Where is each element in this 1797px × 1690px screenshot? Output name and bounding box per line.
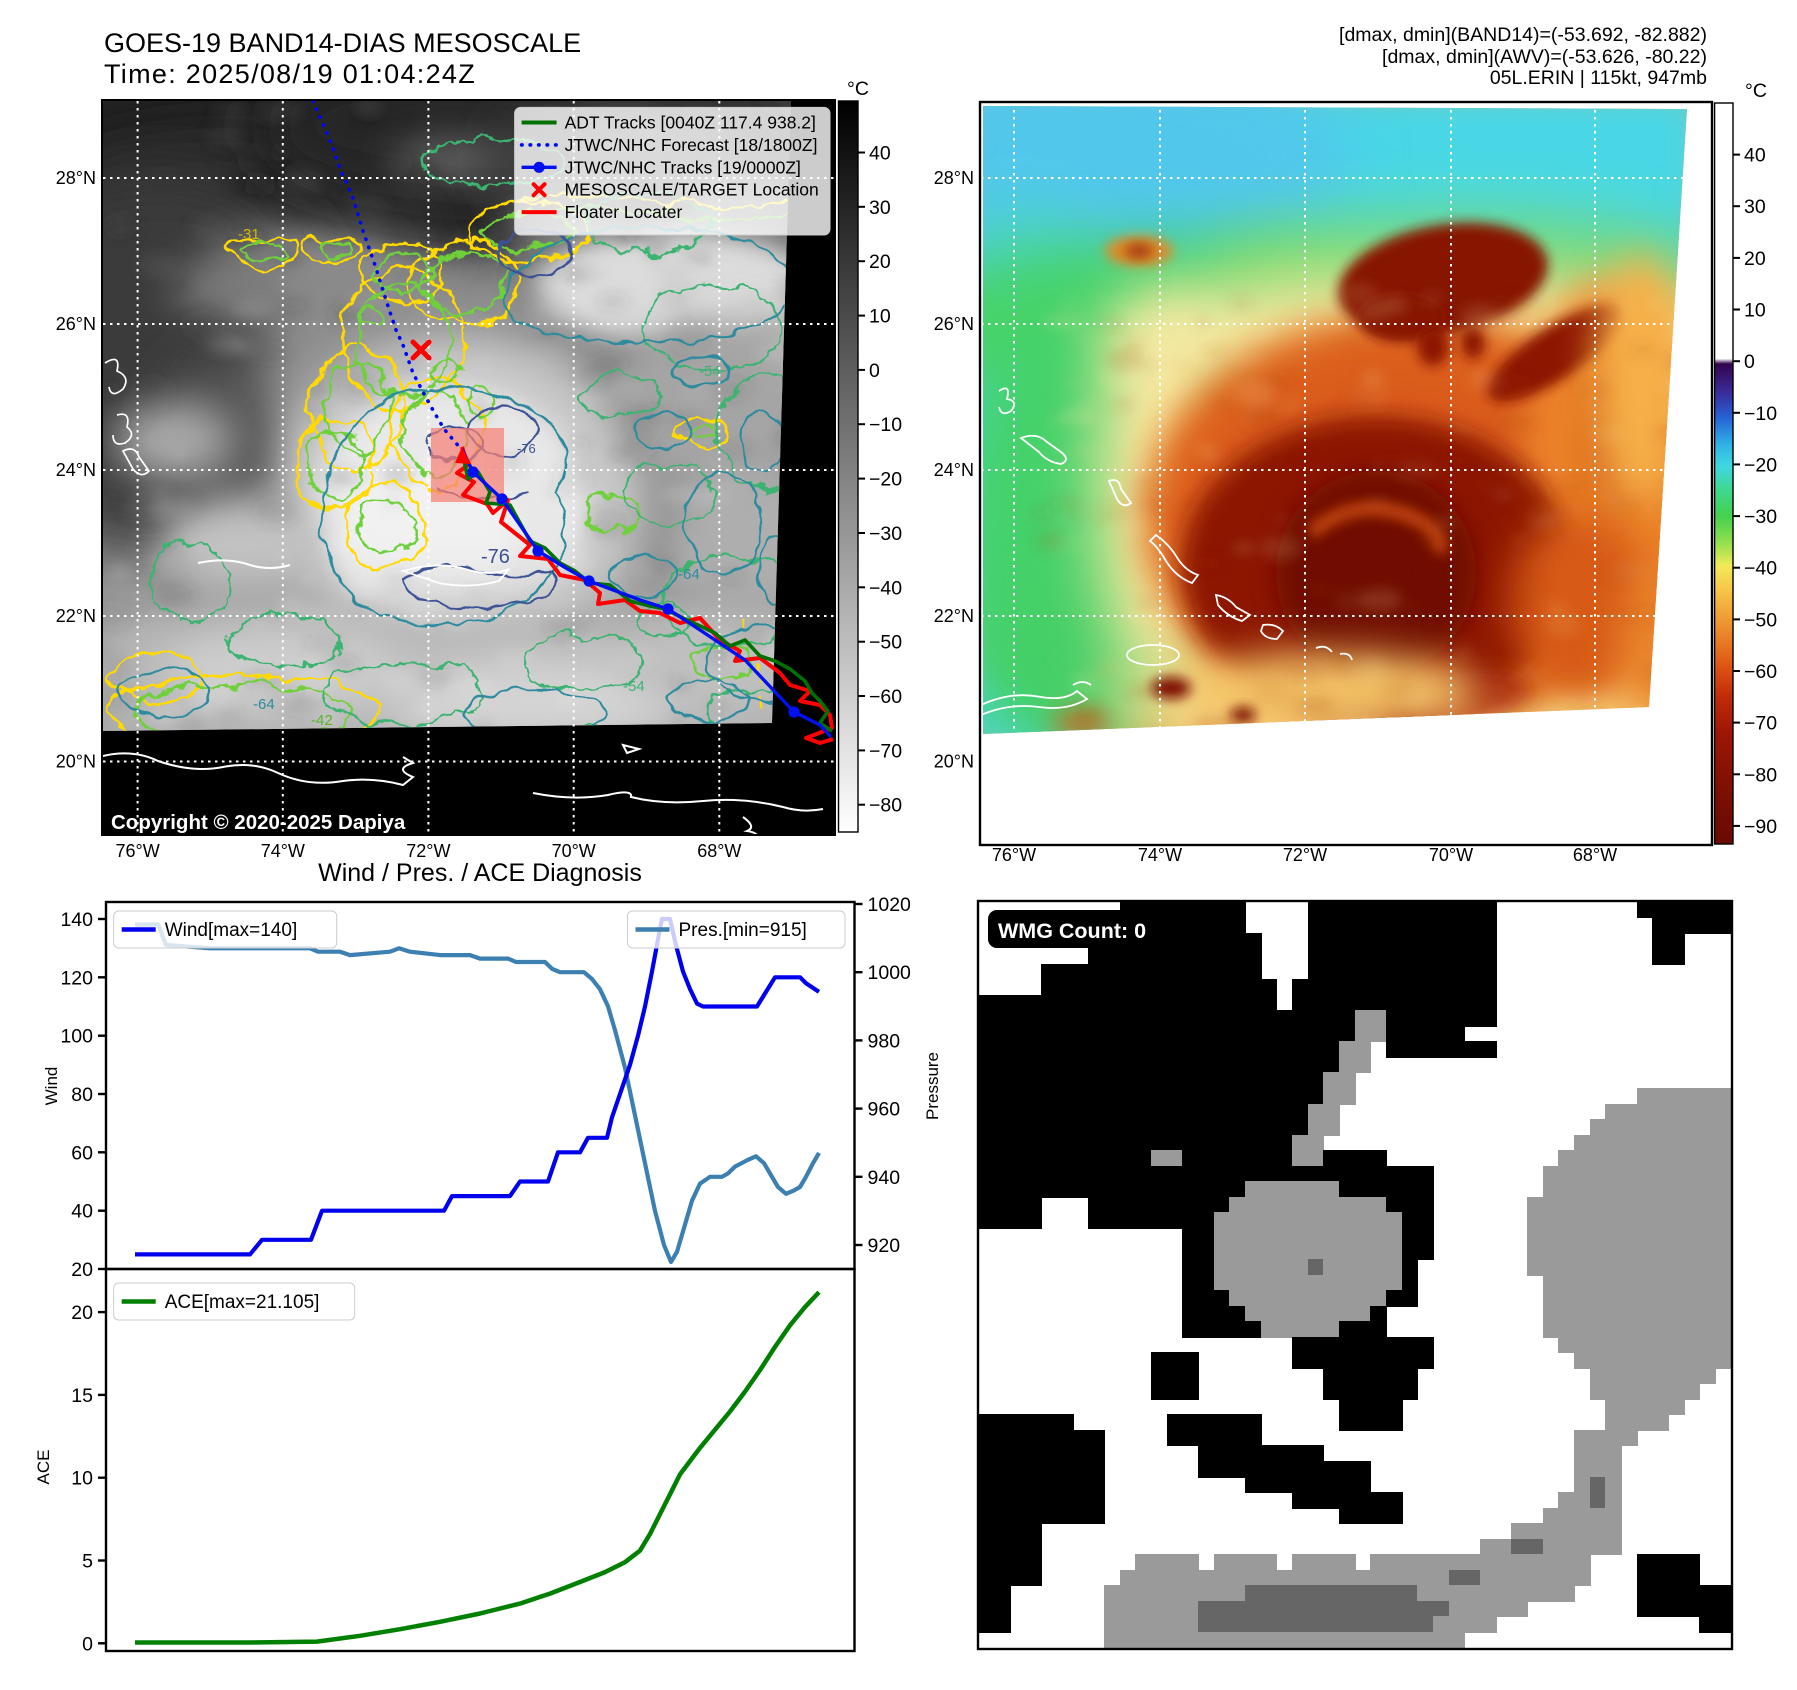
- svg-text:WMG Count: 0: WMG Count: 0: [998, 919, 1146, 943]
- svg-text:72°W: 72°W: [1283, 845, 1327, 865]
- svg-text:20°N: 20°N: [934, 752, 974, 772]
- svg-text:−90: −90: [1744, 816, 1777, 838]
- svg-text:26°N: 26°N: [934, 314, 974, 334]
- svg-text:24°N: 24°N: [934, 460, 974, 480]
- svg-text:28°N: 28°N: [56, 168, 96, 188]
- svg-text:30: 30: [1744, 196, 1766, 218]
- svg-text:10: 10: [71, 1468, 93, 1490]
- svg-text:Floater Locater: Floater Locater: [565, 202, 683, 222]
- svg-text:140: 140: [60, 909, 93, 931]
- svg-text:−80: −80: [869, 795, 902, 817]
- svg-text:−10: −10: [869, 414, 902, 436]
- svg-text:10: 10: [869, 306, 891, 328]
- svg-text:30: 30: [869, 197, 891, 219]
- svg-text:60: 60: [71, 1142, 93, 1164]
- svg-text:26°N: 26°N: [56, 314, 96, 334]
- svg-text:Copyright © 2020-2025 Dapiya: Copyright © 2020-2025 Dapiya: [111, 811, 406, 834]
- svg-text:15: 15: [71, 1385, 93, 1407]
- svg-text:40: 40: [71, 1201, 93, 1223]
- svg-text:28°N: 28°N: [934, 168, 974, 188]
- svg-text:JTWC/NHC Forecast [18/1800Z]: JTWC/NHC Forecast [18/1800Z]: [565, 135, 818, 155]
- svg-text:74°W: 74°W: [1138, 845, 1182, 865]
- svg-text:120: 120: [60, 967, 93, 989]
- svg-text:20: 20: [869, 251, 891, 273]
- svg-text:ACE[max=21.105]: ACE[max=21.105]: [165, 1292, 320, 1313]
- svg-text:5: 5: [82, 1551, 93, 1573]
- svg-text:20: 20: [71, 1259, 93, 1281]
- svg-text:960: 960: [868, 1099, 901, 1121]
- svg-text:22°N: 22°N: [934, 606, 974, 626]
- svg-text:24°N: 24°N: [56, 460, 96, 480]
- svg-text:MESOSCALE/TARGET Location: MESOSCALE/TARGET Location: [565, 180, 819, 200]
- svg-text:−80: −80: [1744, 764, 1777, 786]
- svg-text:°C: °C: [1745, 80, 1767, 102]
- svg-text:−60: −60: [1744, 661, 1777, 683]
- svg-text:Time: 2025/08/19 01:04:24Z: Time: 2025/08/19 01:04:24Z: [104, 59, 476, 89]
- svg-text:76°W: 76°W: [992, 845, 1036, 865]
- svg-text:−70: −70: [869, 740, 902, 762]
- svg-text:−60: −60: [869, 686, 902, 708]
- svg-text:°C: °C: [847, 78, 869, 100]
- svg-text:Pres.[min=915]: Pres.[min=915]: [679, 920, 807, 941]
- svg-text:-54: -54: [623, 678, 645, 695]
- svg-text:10: 10: [1744, 300, 1766, 322]
- svg-text:76°W: 76°W: [115, 841, 159, 861]
- svg-text:−10: −10: [1744, 403, 1777, 425]
- svg-text:940: 940: [868, 1167, 901, 1189]
- svg-text:0: 0: [82, 1633, 93, 1655]
- svg-text:980: 980: [868, 1030, 901, 1052]
- svg-text:-76: -76: [481, 546, 510, 568]
- svg-text:40: 40: [1744, 145, 1766, 167]
- svg-text:−30: −30: [869, 523, 902, 545]
- svg-text:0: 0: [1744, 351, 1755, 373]
- svg-text:Wind: Wind: [42, 1067, 61, 1106]
- svg-text:70°W: 70°W: [1429, 845, 1473, 865]
- svg-text:ADT Tracks [0040Z 117.4 938.2]: ADT Tracks [0040Z 117.4 938.2]: [565, 113, 816, 133]
- svg-text:−50: −50: [869, 632, 902, 654]
- svg-text:22°N: 22°N: [56, 606, 96, 626]
- svg-text:05L.ERIN | 115kt, 947mb: 05L.ERIN | 115kt, 947mb: [1490, 67, 1707, 89]
- svg-text:−40: −40: [1744, 558, 1777, 580]
- svg-text:−30: −30: [1744, 506, 1777, 528]
- svg-text:−50: −50: [1744, 609, 1777, 631]
- svg-text:-31: -31: [238, 226, 260, 243]
- svg-text:80: 80: [71, 1084, 93, 1106]
- svg-text:1000: 1000: [868, 962, 912, 984]
- svg-text:920: 920: [868, 1235, 901, 1257]
- svg-text:JTWC/NHC Tracks [19/0000Z]: JTWC/NHC Tracks [19/0000Z]: [565, 157, 801, 177]
- svg-text:-64: -64: [678, 566, 700, 583]
- svg-text:[dmax, dmin](AWV)=(-53.626, -8: [dmax, dmin](AWV)=(-53.626, -80.22): [1382, 46, 1707, 68]
- svg-text:[dmax, dmin](BAND14)=(-53.692,: [dmax, dmin](BAND14)=(-53.692, -82.882): [1339, 24, 1707, 46]
- svg-text:72°W: 72°W: [406, 841, 450, 861]
- svg-text:−40: −40: [869, 577, 902, 599]
- svg-text:Wind / Pres. / ACE Diagnosis: Wind / Pres. / ACE Diagnosis: [318, 859, 642, 887]
- svg-text:Wind[max=140]: Wind[max=140]: [165, 920, 298, 941]
- svg-text:-76: -76: [517, 441, 536, 456]
- svg-text:Pressure: Pressure: [923, 1052, 942, 1120]
- svg-text:70°W: 70°W: [552, 841, 596, 861]
- svg-text:ACE: ACE: [34, 1450, 53, 1485]
- svg-text:-54: -54: [699, 363, 721, 380]
- svg-text:−20: −20: [1744, 454, 1777, 476]
- svg-text:GOES-19 BAND14-DIAS MESOSCALE: GOES-19 BAND14-DIAS MESOSCALE: [104, 28, 581, 58]
- svg-text:68°W: 68°W: [697, 841, 741, 861]
- svg-text:-64: -64: [253, 696, 275, 713]
- svg-text:1020: 1020: [868, 894, 912, 916]
- svg-text:40: 40: [869, 143, 891, 165]
- svg-text:20°N: 20°N: [56, 752, 96, 772]
- svg-text:20: 20: [71, 1302, 93, 1324]
- svg-text:100: 100: [60, 1026, 93, 1048]
- svg-text:−20: −20: [869, 469, 902, 491]
- svg-text:68°W: 68°W: [1573, 845, 1617, 865]
- svg-text:74°W: 74°W: [261, 841, 305, 861]
- svg-text:-42: -42: [311, 712, 333, 729]
- svg-text:0: 0: [869, 360, 880, 382]
- svg-text:−70: −70: [1744, 713, 1777, 735]
- svg-text:20: 20: [1744, 248, 1766, 270]
